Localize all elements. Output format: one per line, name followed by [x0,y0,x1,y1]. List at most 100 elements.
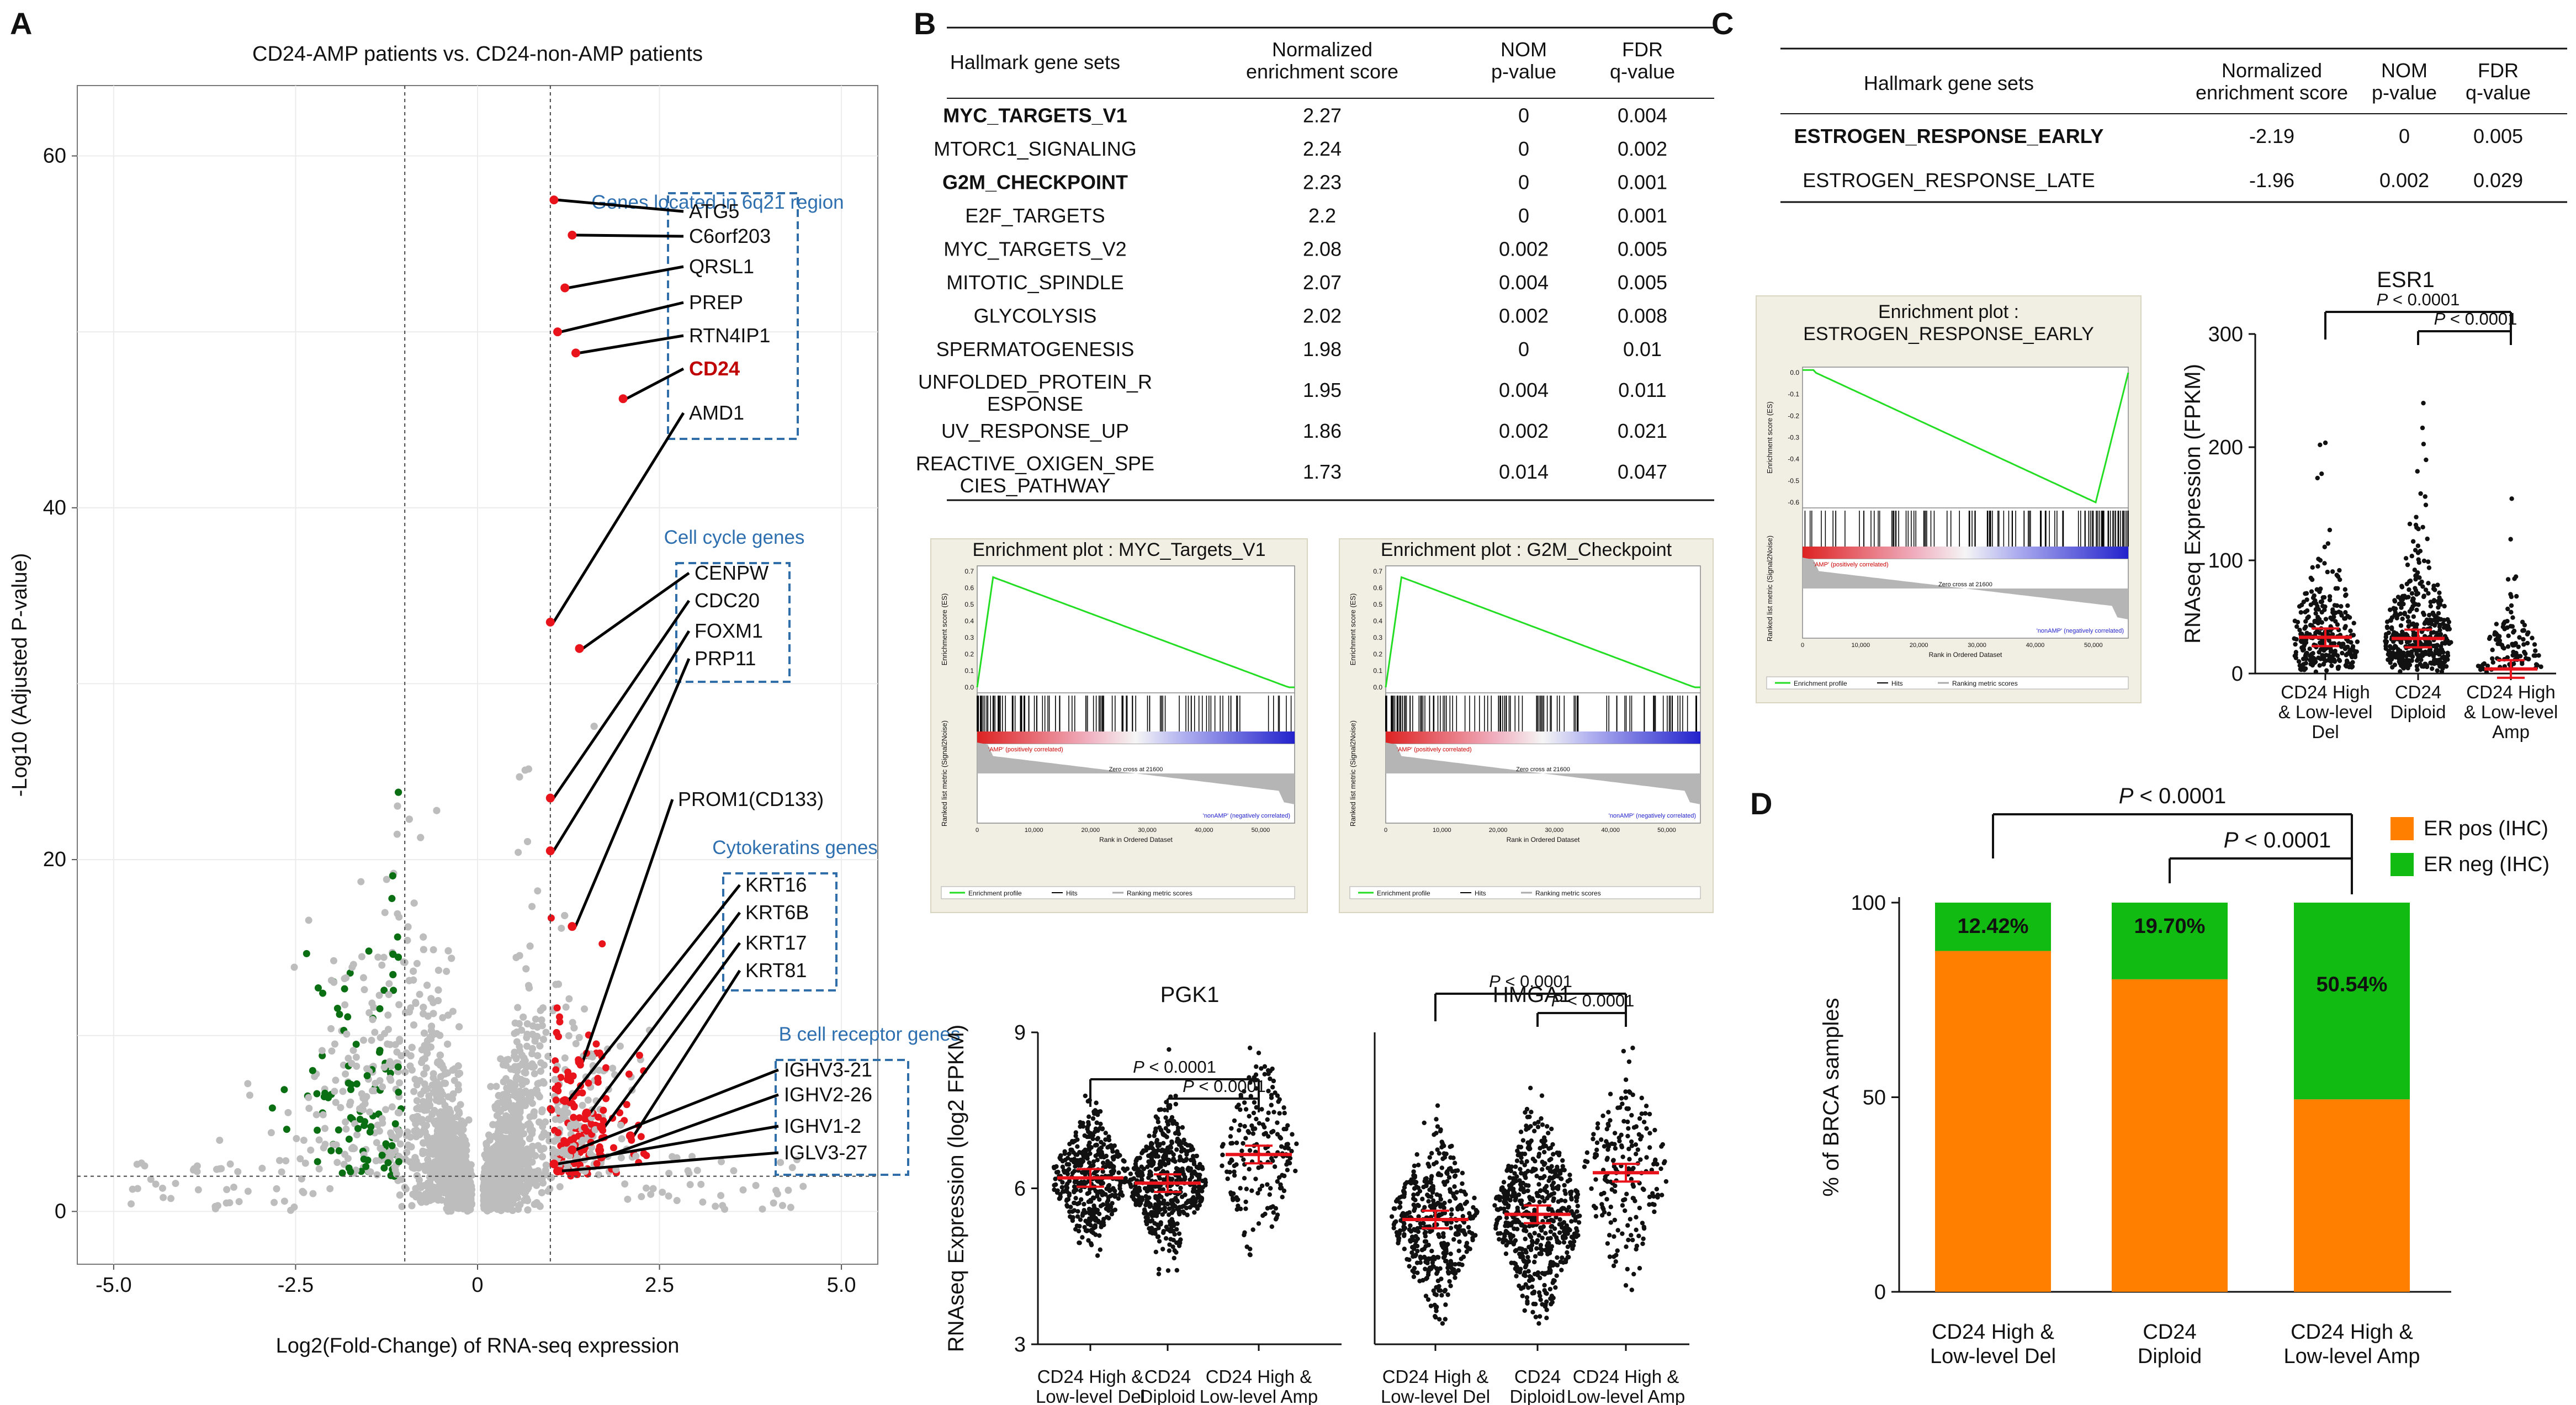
volcano-point [395,1088,402,1096]
volcano-point [508,1207,516,1215]
volcano-point [595,1114,602,1121]
gene-label-prep: PREP [689,291,743,314]
volcano-point [561,911,569,919]
volcano-point [283,1126,290,1133]
volcano-point [538,1106,546,1114]
volcano-point [618,1135,626,1143]
table-b-row-name-line: ESPONSE [987,393,1083,415]
volcano-y-tick-label: 0 [55,1200,66,1223]
table-b-row-fdr: 0.001 [1618,171,1667,193]
volcano-point [421,1042,428,1049]
volcano-point [525,984,533,992]
volcano-point [395,1001,403,1009]
volcano-point [455,1167,463,1175]
gene-label-prp11: PRP11 [695,647,756,670]
volcano-point [405,815,413,823]
volcano-point [244,1080,252,1088]
volcano-point [787,1203,794,1211]
table-b-row-nes: 2.02 [1303,304,1342,327]
gene-label-krt6b: KRT6B [745,901,809,924]
volcano-point [697,1180,705,1188]
volcano-y-label: -Log10 (Adjusted P-value) [8,553,31,797]
volcano-point [391,1120,399,1128]
volcano-point [275,1157,283,1164]
table-b-row-fdr: 0.011 [1618,379,1666,401]
volcano-point [444,1040,452,1048]
volcano-point [673,1197,681,1205]
volcano-point [423,982,431,989]
volcano-point [425,1115,432,1123]
volcano-point [319,1111,327,1118]
table-c-row-nom: 0.002 [2379,169,2429,192]
volcano-y-tick-label: 40 [43,496,66,519]
volcano-point [507,1106,515,1114]
volcano-point [379,1083,386,1091]
volcano-point [481,1168,489,1176]
volcano-point [449,1067,457,1074]
volcano-point [372,1157,380,1165]
volcano-point [352,1041,360,1048]
volcano-point [314,984,322,992]
volcano-point [527,1168,535,1176]
volcano-point [342,1125,350,1133]
volcano-point [321,1089,329,1097]
volcano-point [396,1128,404,1136]
volcano-point [363,1065,371,1073]
volcano-point [152,1180,160,1188]
volcano-point [408,1202,416,1210]
volcano-point [567,1136,575,1144]
volcano-point [564,1072,572,1080]
volcano-point [422,1167,430,1174]
volcano-point [537,1059,545,1067]
volcano-point [389,951,397,958]
volcano-point [451,1152,459,1160]
volcano-point [395,1079,403,1086]
volcano-point [331,1040,338,1048]
volcano-point [579,1101,586,1109]
volcano-point [712,1202,719,1210]
volcano-point [483,1203,490,1211]
volcano-point [436,1061,444,1069]
volcano-points [128,723,807,1215]
volcano-point [439,1090,447,1098]
gene-point [597,1122,606,1132]
volcano-point [381,909,389,916]
volcano-point [407,1133,415,1141]
volcano-point [443,1139,451,1147]
volcano-point [216,1137,224,1144]
volcano-point [537,1067,544,1075]
volcano-point [374,1121,381,1129]
volcano-point [434,996,442,1004]
volcano-point [440,1079,448,1087]
volcano-point [514,1109,522,1116]
volcano-point [508,1154,516,1162]
volcano-x-tick-label: 0 [471,1274,483,1297]
volcano-point [405,977,413,984]
volcano-point [347,1098,354,1106]
volcano-point [327,1025,335,1032]
volcano-point [267,1129,275,1137]
volcano-point [347,1168,354,1176]
volcano-point [518,1051,526,1059]
volcano-point [226,1160,234,1168]
volcano-title: CD24-AMP patients vs. CD24-non-AMP patie… [252,43,703,66]
table-c-row-fdr: 0.029 [2473,169,2523,192]
volcano-point [380,1063,388,1071]
volcano-point [366,1128,374,1136]
gene-point [553,327,562,337]
gsea-myc-es-tick: 0.4 [964,617,974,625]
gene-label-krt81: KRT81 [745,959,807,982]
volcano-point [524,1206,532,1214]
gsea-title-estrogen: Enrichment plot : ESTROGEN_RESPONSE_EARLY [1757,301,2140,345]
volcano-point [160,1194,167,1201]
gsea-myc-es-ylabel: Enrichment score (ES) [940,593,948,666]
table-b-row-nes: 1.95 [1303,379,1342,401]
volcano-point [341,1150,349,1158]
volcano-point [547,914,555,922]
gene-group-label: Cell cycle genes [664,527,805,548]
volcano-point [539,1179,547,1187]
volcano-point [314,1126,321,1134]
